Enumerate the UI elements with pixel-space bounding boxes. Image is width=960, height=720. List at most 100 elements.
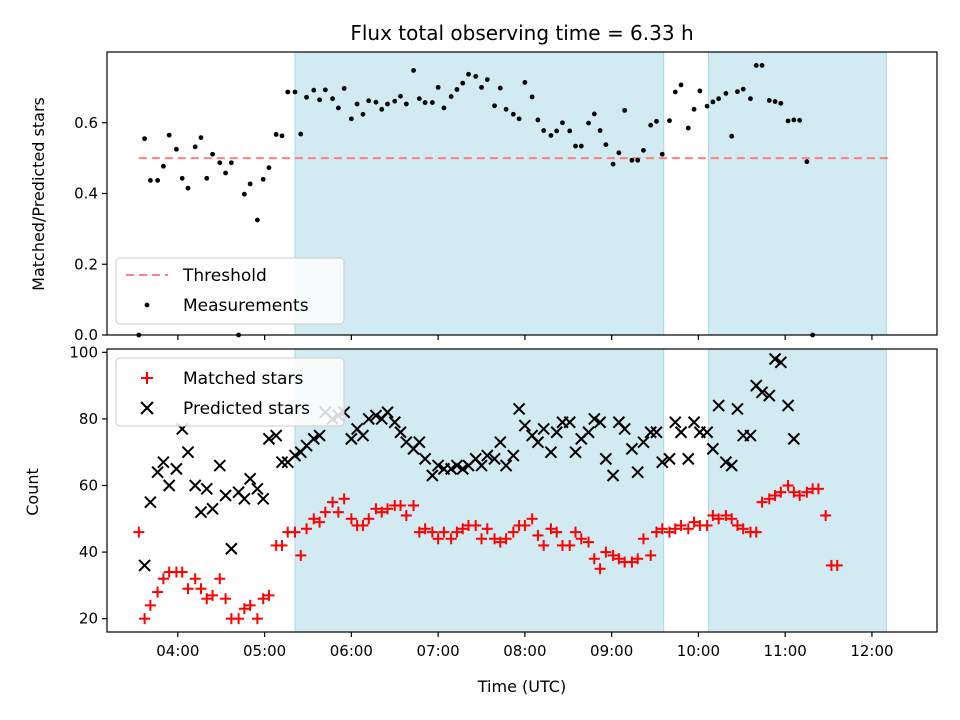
- predicted-point-37: [369, 409, 383, 422]
- measurement-point-20: [260, 176, 266, 182]
- matched-point-93: [713, 513, 725, 525]
- measurement-point-101: [766, 98, 772, 103]
- matched-point-43: [400, 509, 412, 521]
- matched-point-101: [763, 493, 775, 505]
- matched-point-16: [233, 613, 245, 625]
- x-tick-label-5: 09:00: [590, 642, 633, 660]
- matched-point-28: [308, 513, 320, 525]
- matched-point-75: [600, 546, 612, 558]
- predicted-point-75: [606, 469, 620, 482]
- top-observing-band-0: [294, 51, 665, 336]
- predicted-point-65: [544, 446, 558, 459]
- measurement-point-36: [360, 111, 366, 117]
- matched-point-110: [820, 509, 832, 521]
- predicted-point-16: [238, 492, 251, 506]
- predicted-point-50: [450, 459, 464, 472]
- predicted-point-92: [712, 399, 725, 412]
- predicted-point-58: [499, 459, 513, 472]
- predicted-point-100: [763, 389, 776, 402]
- measurement-point-68: [560, 120, 565, 126]
- measurement-point-22: [273, 132, 279, 137]
- matched-point-69: [564, 539, 576, 551]
- measurement-point-61: [516, 116, 522, 122]
- predicted-point-56: [488, 452, 501, 466]
- measurement-point-89: [691, 106, 697, 112]
- x-tick-label-6: 10:00: [677, 642, 720, 660]
- measurement-point-14: [223, 170, 228, 176]
- measurement-point-70: [573, 143, 578, 149]
- measurement-point-94: [723, 90, 729, 96]
- predicted-point-49: [444, 462, 458, 476]
- measurement-point-35: [354, 101, 360, 107]
- predicted-point-64: [537, 422, 550, 436]
- matched-point-104: [782, 480, 794, 492]
- matched-point-83: [650, 526, 662, 538]
- measurement-point-80: [635, 157, 641, 163]
- matched-point-47: [426, 526, 438, 538]
- measurement-point-87: [678, 82, 684, 88]
- measurement-point-49: [441, 105, 447, 111]
- measurement-point-60: [510, 111, 516, 117]
- top-y-tick-label-3: 0.6: [74, 114, 98, 132]
- predicted-point-80: [637, 436, 650, 449]
- measurement-point-17: [241, 191, 247, 197]
- measurement-point-54: [473, 74, 479, 79]
- matched-point-103: [775, 486, 787, 498]
- matched-point-29: [314, 516, 326, 528]
- measurement-point-86: [672, 89, 678, 95]
- predicted-point-85: [669, 416, 682, 429]
- measurement-point-72: [586, 120, 591, 126]
- matched-point-65: [538, 539, 550, 551]
- measurement-point-77: [616, 150, 622, 156]
- matched-point-109: [812, 483, 824, 495]
- measurement-point-29: [317, 97, 322, 103]
- measurement-point-65: [541, 128, 547, 133]
- measurement-point-48: [435, 84, 441, 90]
- matched-point-92: [707, 509, 719, 521]
- measurement-point-63: [529, 94, 535, 100]
- matched-point-81: [637, 533, 649, 545]
- predicted-point-46: [426, 469, 439, 482]
- matched-point-72: [583, 536, 595, 548]
- measurement-point-71: [578, 143, 584, 149]
- measurement-point-26: [298, 131, 304, 137]
- matched-point-91: [701, 519, 713, 531]
- measurement-point-24: [285, 89, 291, 95]
- matched-point-10: [195, 583, 207, 595]
- predicted-point-3: [157, 455, 170, 469]
- matched-point-36: [357, 519, 369, 531]
- predicted-point-83: [656, 455, 669, 469]
- matched-point-14: [220, 593, 232, 605]
- matched-point-2: [144, 599, 156, 611]
- predicted-point-36: [362, 412, 375, 426]
- measurement-point-51: [454, 87, 460, 92]
- matched-point-79: [626, 556, 638, 568]
- predicted-point-66: [550, 426, 563, 439]
- matched-point-27: [301, 523, 313, 535]
- matched-point-99: [750, 526, 762, 538]
- predicted-point-19: [256, 492, 270, 506]
- predicted-point-41: [394, 426, 407, 439]
- predicted-point-28: [313, 429, 326, 442]
- matched-point-54: [470, 519, 482, 531]
- predicted-point-93: [719, 455, 733, 469]
- measurement-point-1: [142, 136, 147, 142]
- x-tick-label-3: 07:00: [417, 642, 460, 660]
- measurement-point-67: [554, 128, 560, 134]
- matched-point-17: [238, 603, 250, 615]
- top-legend-frame: [115, 257, 345, 325]
- matched-point-31: [327, 496, 339, 508]
- measurement-point-43: [403, 101, 409, 107]
- bottom-markers: [133, 352, 843, 625]
- matched-point-57: [489, 533, 501, 545]
- predicted-point-33: [345, 432, 358, 446]
- matched-point-76: [607, 549, 619, 561]
- matched-point-0: [133, 526, 145, 538]
- measurement-point-74: [597, 128, 603, 133]
- bottom-legend-frame: [115, 357, 345, 427]
- measurement-point-69: [567, 128, 573, 134]
- matched-point-88: [682, 523, 694, 535]
- predicted-point-94: [725, 459, 738, 472]
- measurement-point-95: [729, 133, 735, 139]
